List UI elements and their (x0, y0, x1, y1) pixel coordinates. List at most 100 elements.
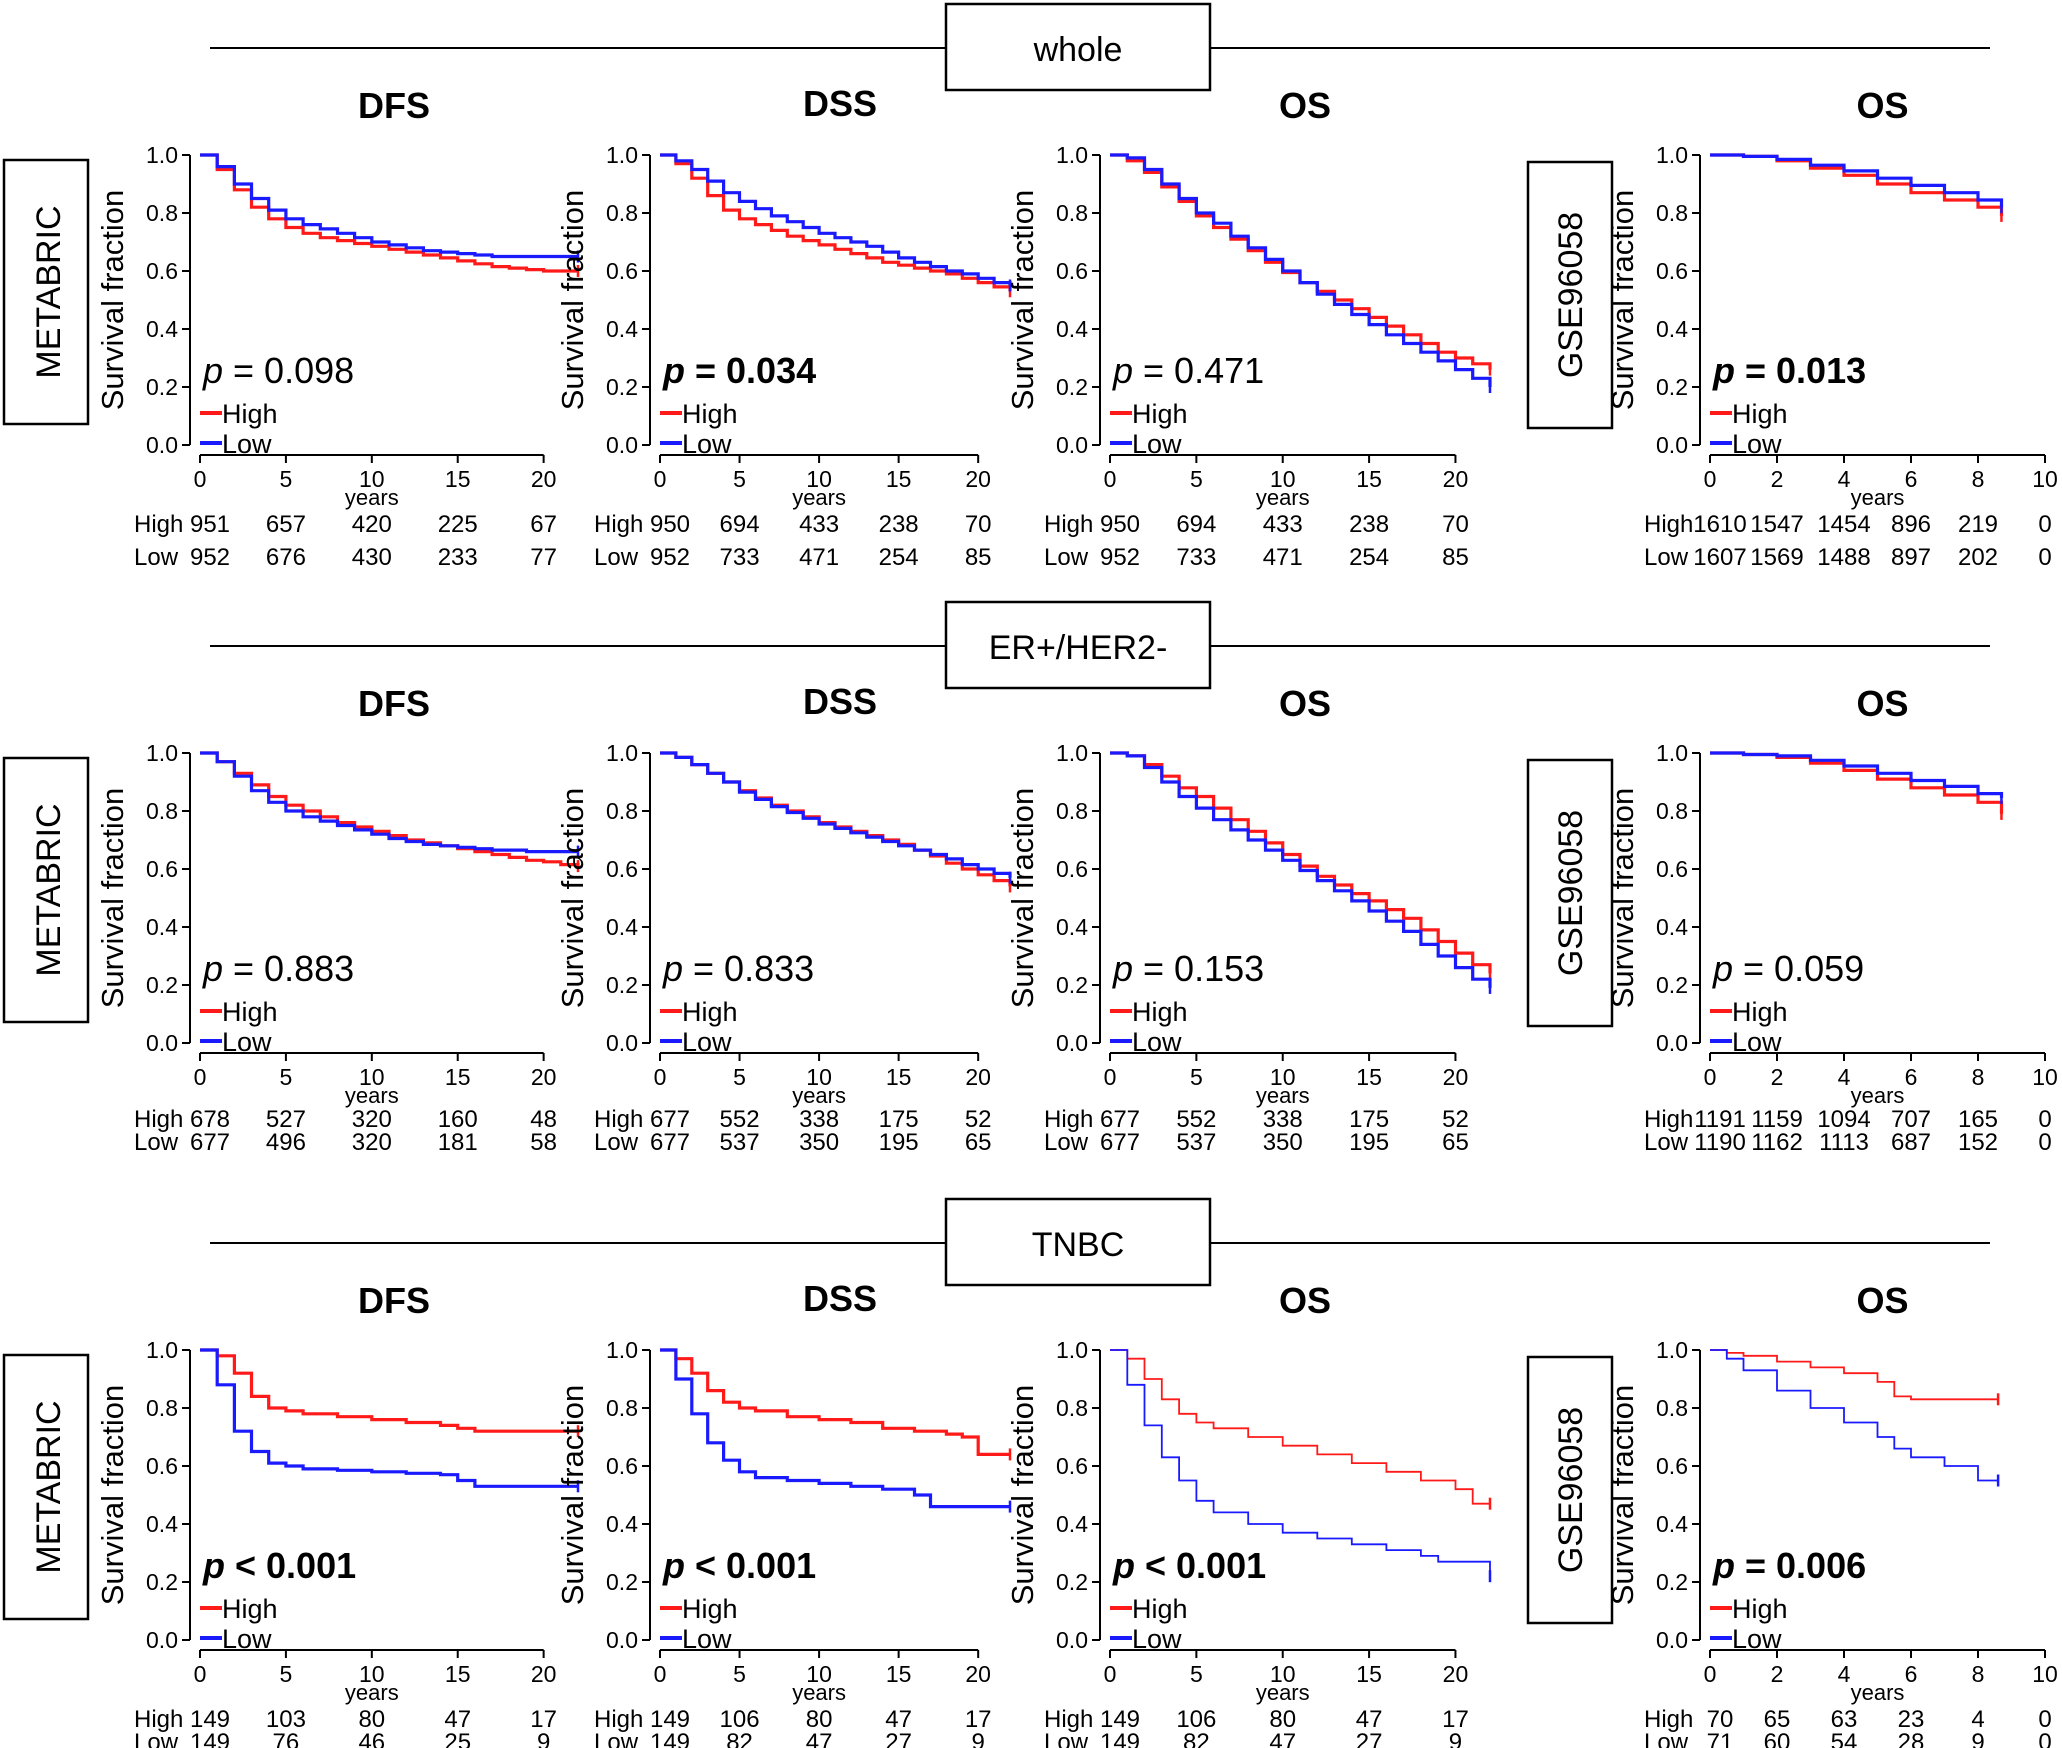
x-axis-label: years (1256, 1680, 1310, 1705)
at-risk-high-value: 338 (1263, 1106, 1303, 1133)
x-tick-label: 15 (1356, 1661, 1382, 1687)
x-tick-label: 5 (280, 1661, 293, 1687)
series-line-low (660, 751, 1012, 878)
at-risk-low-value: 65 (1442, 1129, 1469, 1156)
x-tick-label: 20 (531, 1064, 557, 1090)
series-line-low (200, 751, 578, 854)
at-risk-low-value: 9 (972, 1729, 985, 1748)
at-risk-high-value: 527 (266, 1106, 306, 1133)
y-tick-label: 0.2 (606, 1569, 638, 1595)
y-tick-label: 0.0 (1056, 432, 1088, 458)
at-risk-low-value: 676 (266, 544, 306, 571)
y-tick-label: 0.4 (1656, 316, 1688, 342)
x-tick-label: 2 (1771, 1064, 1784, 1090)
series-line-high (1710, 153, 2004, 216)
series-line-high (1110, 153, 1492, 370)
at-risk-low-value: 0 (2038, 544, 2051, 571)
y-tick-label: 0.0 (1056, 1030, 1088, 1056)
x-tick-label: 15 (886, 466, 912, 492)
series-line-high (1110, 1349, 1490, 1505)
at-risk-low-value: 58 (530, 1129, 557, 1156)
y-axis-label: Survival fraction (555, 190, 590, 411)
at-risk-label-low: Low (594, 1129, 639, 1156)
series-line-high (200, 153, 578, 273)
at-risk-low-value: 254 (879, 544, 919, 571)
dataset-label-text: METABRIC (30, 1400, 68, 1573)
p-value: p = 0.883 (202, 948, 354, 989)
p-value: p = 0.153 (1112, 948, 1264, 989)
km-plot-0: DFS Survival fraction 0.0 0.2 0.4 0.6 0.8 1.0 0 5… (95, 85, 580, 571)
y-tick-label: 0.4 (1656, 1511, 1688, 1537)
y-tick-label: 0.6 (146, 258, 178, 284)
y-tick-label: 0.6 (146, 1453, 178, 1479)
legend-label-low: Low (1732, 1624, 1782, 1654)
at-risk-low-value: 65 (965, 1129, 992, 1156)
legend-label-high: High (1132, 997, 1188, 1027)
p-value-number: = 0.471 (1133, 350, 1264, 391)
series-line-low (660, 153, 1012, 286)
p-value-number: = 0.883 (223, 948, 354, 989)
x-tick-label: 0 (1104, 1064, 1117, 1090)
x-tick-label: 0 (654, 466, 667, 492)
km-plot-11: OS Survival fraction 0.0 0.2 0.4 0.6 0.8 1.0 0 2 4… (1605, 1280, 2058, 1748)
at-risk-low-value: 27 (885, 1729, 912, 1748)
at-risk-low-value: 0 (2038, 1729, 2051, 1748)
series-line-low (200, 1348, 578, 1488)
x-tick-label: 0 (654, 1064, 667, 1090)
x-tick-label: 5 (733, 1661, 746, 1687)
at-risk-label-high: High (1644, 1106, 1693, 1133)
at-risk-high-value: 950 (1100, 511, 1140, 538)
section-label: whole (1033, 31, 1123, 69)
at-risk-high-value: 70 (1707, 1706, 1734, 1733)
at-risk-low-value: 952 (190, 544, 230, 571)
x-axis-label: years (792, 485, 846, 510)
at-risk-high-value: 149 (650, 1706, 690, 1733)
x-tick-label: 10 (1270, 466, 1296, 492)
legend-label-high: High (1732, 399, 1788, 429)
y-tick-label: 1.0 (606, 1337, 638, 1363)
x-tick-label: 10 (806, 1661, 832, 1687)
y-tick-label: 1.0 (1656, 740, 1688, 766)
plot-title: DFS (358, 683, 430, 724)
at-risk-low-value: 537 (1176, 1129, 1216, 1156)
y-axis-label: Survival fraction (95, 1385, 130, 1606)
x-tick-label: 6 (1905, 1064, 1918, 1090)
x-tick-label: 20 (531, 1661, 557, 1687)
p-symbol: p (202, 948, 223, 989)
x-tick-label: 20 (1443, 466, 1469, 492)
legend-label-high: High (222, 399, 278, 429)
at-risk-high-value: 552 (1176, 1106, 1216, 1133)
at-risk-high-value: 1191 (1694, 1106, 1746, 1133)
at-risk-low-value: 9 (537, 1729, 550, 1748)
at-risk-high-value: 1094 (1817, 1106, 1870, 1133)
x-tick-label: 15 (445, 1064, 471, 1090)
at-risk-label-low: Low (1044, 1129, 1089, 1156)
at-risk-high-value: 338 (799, 1106, 839, 1133)
at-risk-low-value: 687 (1891, 1129, 1931, 1156)
plot-title: DFS (358, 1280, 430, 1321)
at-risk-low-value: 1190 (1694, 1129, 1746, 1156)
plot-title: DFS (358, 85, 430, 126)
x-tick-label: 10 (359, 466, 385, 492)
at-risk-low-value: 733 (1176, 544, 1216, 571)
at-risk-label-low: Low (1644, 1729, 1689, 1748)
p-symbol: p (1712, 350, 1735, 391)
y-tick-label: 0.6 (1056, 856, 1088, 882)
at-risk-label-high: High (134, 511, 183, 538)
x-tick-label: 10 (2032, 1661, 2058, 1687)
at-risk-high-value: 70 (1442, 511, 1469, 538)
at-risk-low-value: 25 (444, 1729, 471, 1748)
legend-label-low: Low (222, 429, 272, 459)
at-risk-high-value: 433 (799, 511, 839, 538)
at-risk-low-value: 82 (726, 1729, 753, 1748)
x-tick-label: 5 (280, 466, 293, 492)
at-risk-low-value: 202 (1958, 544, 1998, 571)
at-risk-low-value: 254 (1349, 544, 1389, 571)
plot-title: OS (1279, 683, 1331, 724)
km-plot-9: DSS Survival fraction 0.0 0.2 0.4 0.6 0.8 1.0 0 5… (555, 1278, 1012, 1748)
y-axis-label: Survival fraction (1005, 1385, 1040, 1606)
y-tick-label: 0.2 (1656, 1569, 1688, 1595)
series-line-low (1710, 751, 2004, 798)
dataset-label-metabric-1: METABRIC (2, 756, 90, 1024)
legend-label-high: High (682, 1594, 738, 1624)
